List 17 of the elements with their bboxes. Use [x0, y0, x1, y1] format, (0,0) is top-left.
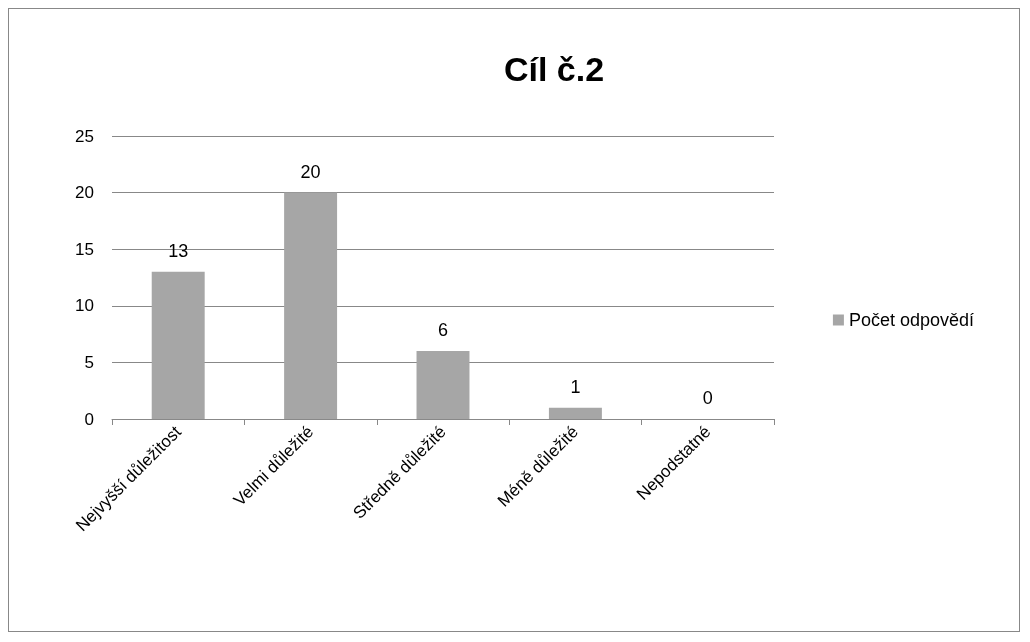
bar [416, 351, 470, 419]
bar [151, 271, 205, 419]
data-label: 13 [168, 240, 189, 261]
data-label: 20 [300, 161, 321, 182]
y-tick-label: 20 [75, 183, 94, 203]
y-tick-label: 15 [75, 239, 94, 259]
y-tick-label: 0 [84, 409, 94, 429]
data-label: 6 [437, 320, 449, 341]
y-tick-label: 5 [84, 352, 94, 372]
y-tick-label: 10 [75, 296, 94, 316]
bar [548, 407, 602, 419]
y-tick-label: 25 [75, 126, 94, 146]
legend-label: Počet odpovědí [848, 310, 975, 330]
bar [284, 192, 338, 419]
chart-title: Cíl č.2 [503, 50, 605, 88]
data-label: 0 [702, 388, 713, 408]
data-label: 1 [570, 376, 581, 397]
